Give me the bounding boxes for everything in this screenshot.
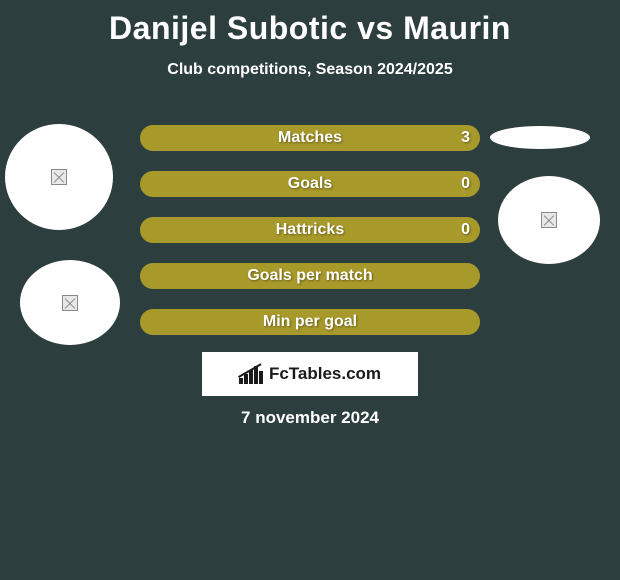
- stat-label: Hattricks: [140, 217, 480, 243]
- stat-value: 0: [461, 171, 470, 197]
- stat-row: Hattricks0: [140, 217, 480, 243]
- player-avatar-left-1: [5, 124, 113, 230]
- page-title: Danijel Subotic vs Maurin: [0, 0, 620, 47]
- stat-row: Goals per match: [140, 263, 480, 289]
- stat-row: Min per goal: [140, 309, 480, 335]
- placeholder-icon: [541, 212, 557, 228]
- stat-value: 3: [461, 125, 470, 151]
- decorative-ellipse: [490, 126, 590, 149]
- stat-label: Min per goal: [140, 309, 480, 335]
- stat-label: Matches: [140, 125, 480, 151]
- date-label: 7 november 2024: [0, 408, 620, 428]
- stats-bars: Matches3Goals0Hattricks0Goals per matchM…: [140, 125, 480, 355]
- placeholder-icon: [51, 169, 67, 185]
- page-subtitle: Club competitions, Season 2024/2025: [0, 61, 620, 79]
- stat-label: Goals: [140, 171, 480, 197]
- placeholder-icon: [62, 295, 78, 311]
- stat-row: Matches3: [140, 125, 480, 151]
- player-avatar-left-2: [20, 260, 120, 345]
- stat-row: Goals0: [140, 171, 480, 197]
- stat-value: 0: [461, 217, 470, 243]
- logo-text: FcTables.com: [269, 364, 381, 384]
- source-logo: FcTables.com: [202, 352, 418, 396]
- stat-label: Goals per match: [140, 263, 480, 289]
- chart-icon: [239, 364, 263, 384]
- player-avatar-right-1: [498, 176, 600, 264]
